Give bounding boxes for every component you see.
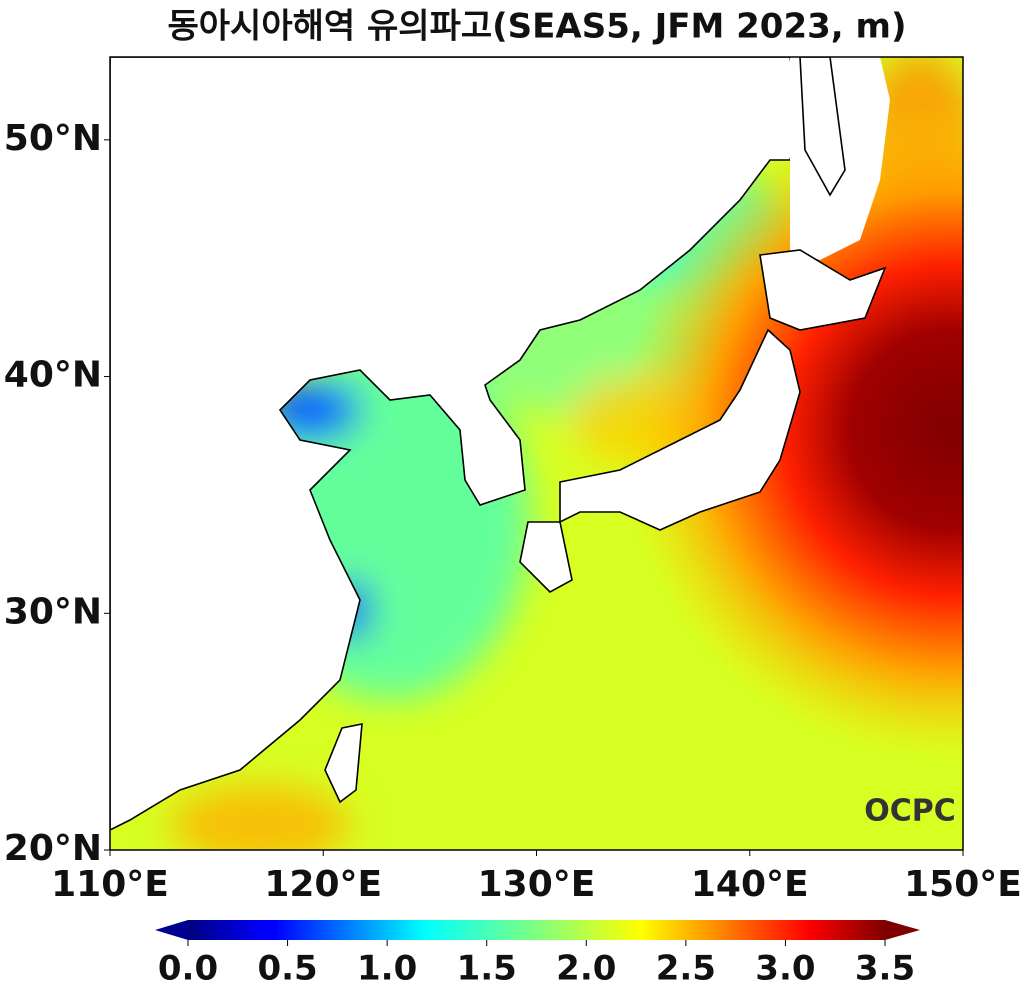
land <box>110 57 890 831</box>
chart-title: 동아시아해역 유의파고(SEAS5, JFM 2023, m) <box>168 7 907 47</box>
colorbar-extend-low <box>155 920 188 940</box>
colorbar-extend-high <box>885 920 920 940</box>
y-tick-label: 30°N <box>4 591 102 632</box>
x-tick-label: 150°E <box>904 864 1022 905</box>
x-tick-label: 120°E <box>264 864 382 905</box>
watermark: OCPC <box>864 794 956 829</box>
map-field: OCPC <box>110 57 963 850</box>
x-tick-label: 140°E <box>691 864 809 905</box>
x-tick-label: 130°E <box>478 864 596 905</box>
colorbar-tick-label: 0.5 <box>257 949 317 989</box>
y-tick-label: 20°N <box>4 828 102 869</box>
colorbar-tick-label: 2.5 <box>656 949 716 989</box>
colorbar-tick-label: 1.5 <box>457 949 517 989</box>
y-tick-label: 40°N <box>4 355 102 396</box>
colorbar-tick-label: 2.0 <box>556 949 616 989</box>
colorbar-tick-label: 3.5 <box>855 949 915 989</box>
colorbar <box>188 920 885 940</box>
colorbar-tick-label: 3.0 <box>755 949 815 989</box>
x-tick-label: 110°E <box>51 864 169 905</box>
colorbar-tick-label: 1.0 <box>357 949 417 989</box>
colorbar-tick-label: 0.0 <box>158 949 218 989</box>
y-tick-label: 50°N <box>4 118 102 159</box>
